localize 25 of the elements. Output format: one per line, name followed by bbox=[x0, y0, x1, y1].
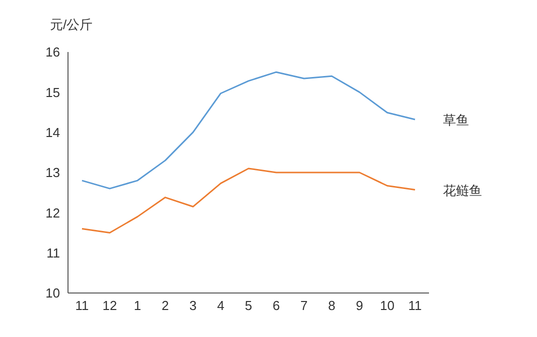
x-tick-label: 12 bbox=[102, 298, 117, 314]
x-tick-label: 9 bbox=[356, 298, 364, 314]
x-tick-label: 2 bbox=[162, 298, 169, 314]
x-tick-label: 6 bbox=[272, 298, 280, 314]
x-tick-label: 11 bbox=[75, 298, 89, 314]
text: 草鱼 bbox=[443, 112, 469, 128]
x-tick-label: 3 bbox=[189, 298, 197, 314]
y-tick-label: 13 bbox=[46, 165, 60, 180]
y-tick-label: 12 bbox=[46, 205, 60, 220]
line-series bbox=[81, 168, 416, 234]
y-tick-label: 16 bbox=[46, 44, 60, 60]
x-tick-label: 8 bbox=[328, 298, 336, 314]
x-tick-label: 4 bbox=[217, 298, 224, 314]
x-tick-label: 1 bbox=[134, 298, 142, 314]
y-tick-label: 11 bbox=[46, 245, 60, 260]
y-tick-label: 10 bbox=[46, 286, 60, 301]
x-tick-label: 11 bbox=[408, 298, 422, 314]
y-tick-label: 14 bbox=[46, 124, 60, 140]
text: 花鲢鱼 bbox=[443, 182, 482, 198]
y-tick-label: 15 bbox=[46, 84, 60, 100]
y-axis-title: 元/公斤 bbox=[50, 16, 93, 34]
line-series bbox=[81, 71, 416, 190]
x-tick-label: 7 bbox=[300, 298, 308, 314]
x-tick-label: 5 bbox=[244, 298, 252, 314]
x-tick-label: 10 bbox=[380, 298, 394, 314]
